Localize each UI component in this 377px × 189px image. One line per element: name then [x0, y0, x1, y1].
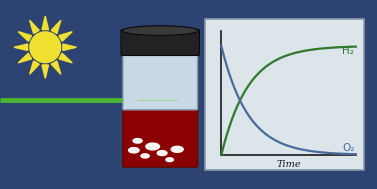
Polygon shape [18, 53, 32, 63]
Circle shape [141, 154, 149, 158]
Polygon shape [14, 44, 28, 50]
Polygon shape [59, 53, 72, 63]
Circle shape [171, 146, 183, 152]
Circle shape [146, 143, 159, 150]
Polygon shape [42, 65, 49, 78]
Polygon shape [63, 44, 77, 50]
Bar [205, 19, 364, 170]
FancyBboxPatch shape [123, 108, 198, 167]
Polygon shape [51, 61, 61, 74]
Text: H₂: H₂ [342, 46, 354, 56]
Polygon shape [18, 32, 32, 41]
FancyBboxPatch shape [123, 46, 198, 110]
Circle shape [133, 139, 142, 143]
Circle shape [157, 151, 167, 156]
Polygon shape [42, 16, 49, 30]
FancyBboxPatch shape [121, 29, 199, 56]
Circle shape [129, 148, 139, 153]
Ellipse shape [122, 26, 198, 35]
Polygon shape [51, 20, 61, 34]
Text: O₂: O₂ [342, 143, 354, 153]
Text: Time: Time [276, 160, 301, 169]
Circle shape [166, 158, 173, 162]
Polygon shape [59, 32, 72, 41]
Polygon shape [30, 20, 39, 34]
Polygon shape [30, 61, 39, 74]
Ellipse shape [29, 31, 61, 63]
